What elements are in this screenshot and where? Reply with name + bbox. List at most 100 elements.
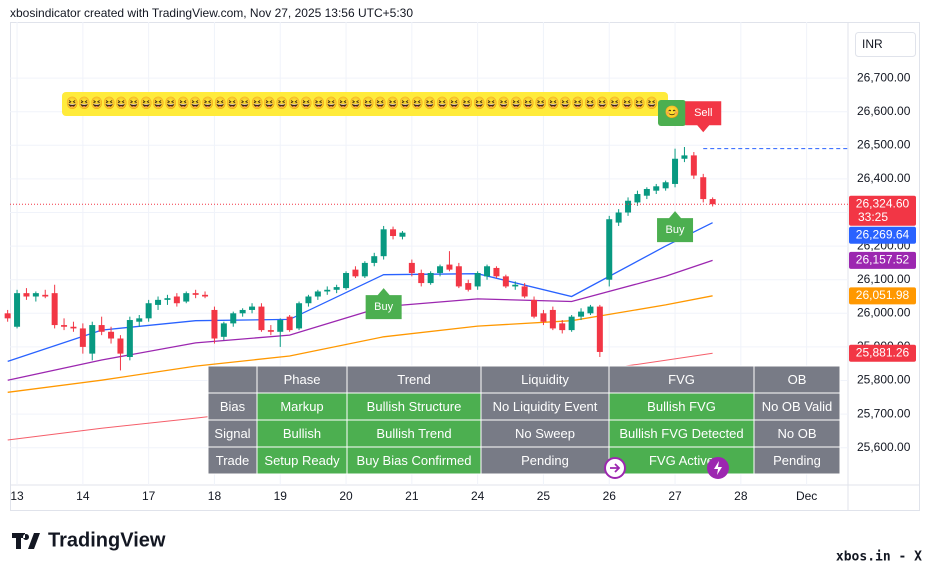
candle-body	[474, 272, 481, 287]
table-header: Liquidity	[521, 372, 569, 387]
candle-body	[653, 186, 660, 191]
price-badge-label: 26,157.52	[856, 253, 910, 267]
table-cell-bg	[608, 392, 755, 421]
table-cell-bg	[256, 446, 348, 475]
candle-body	[568, 316, 575, 331]
candle-body	[672, 158, 679, 184]
candle-body	[455, 266, 462, 287]
price-badge	[849, 251, 916, 269]
candle-body	[173, 296, 180, 304]
candle-body	[700, 177, 707, 200]
x-tick-label: Dec	[796, 489, 817, 503]
candle-body	[4, 313, 11, 319]
price-badge	[849, 195, 916, 226]
table-cell-bg	[480, 392, 610, 421]
table-header-bg	[256, 365, 348, 394]
y-tick-label: 26,400.00	[857, 171, 911, 185]
y-tick-label: 26,600.00	[857, 104, 911, 118]
candle-body	[446, 264, 453, 270]
y-tick-label: 25,700.00	[857, 406, 911, 420]
table-cell: Pending	[521, 453, 569, 468]
table-cell: Setup Ready	[264, 453, 340, 468]
candle-body	[324, 289, 331, 292]
price-badge	[849, 226, 916, 244]
table-cell: Markup	[280, 399, 323, 414]
candle-body	[286, 316, 293, 331]
table-cell-bg	[346, 446, 482, 475]
candle-body	[183, 293, 190, 302]
candle-body	[230, 313, 237, 324]
price-badge	[849, 287, 916, 305]
x-tick-label: 27	[668, 489, 682, 503]
candle-body	[465, 283, 472, 290]
candle-body	[70, 326, 77, 329]
candle-body	[625, 200, 632, 213]
candle-body	[596, 306, 603, 352]
candle-body	[634, 194, 641, 203]
candle-body	[352, 269, 359, 277]
y-tick-label: 26,000.00	[857, 305, 911, 319]
signal-marker	[657, 211, 694, 243]
x-tick-label: 18	[208, 489, 222, 503]
candle-body	[502, 276, 509, 287]
signal-marker	[365, 288, 402, 320]
candle-body	[79, 328, 86, 347]
table-cell: No Sweep	[515, 426, 575, 441]
x-tick-label: 21	[405, 489, 419, 503]
candle-body	[258, 306, 265, 331]
banner-icon: 😊	[665, 105, 680, 119]
candle-body	[89, 325, 96, 354]
table-header-bg	[753, 365, 841, 394]
table-cell: No OB	[777, 426, 816, 441]
credit: xbos.in - X	[836, 550, 922, 565]
ma-line	[7, 222, 713, 363]
y-tick-label: 25,600.00	[857, 440, 911, 454]
table-cell: Bullish FVG Detected	[619, 426, 743, 441]
table-row-label: Trade	[216, 453, 249, 468]
candle-body	[14, 293, 21, 327]
candle-body	[371, 256, 378, 263]
signal-label: Buy	[666, 224, 685, 236]
x-tick-label: 17	[142, 489, 156, 503]
table-cell-bg	[608, 419, 755, 448]
session-icon-glyph	[714, 461, 722, 475]
x-tick-label: 14	[76, 489, 90, 503]
candle-body	[277, 320, 284, 332]
table-cell-bg	[608, 446, 755, 475]
price-badge-label: 26,051.98	[856, 288, 910, 302]
candle-body	[61, 325, 68, 327]
candle-body	[427, 272, 434, 284]
candle-body	[662, 182, 669, 189]
x-tick-label: 19	[274, 489, 288, 503]
candle-body	[305, 296, 312, 304]
candle-body	[615, 212, 622, 223]
candle-body	[643, 188, 650, 196]
table-header: Trend	[397, 372, 430, 387]
candle-body	[296, 303, 303, 329]
candle-body	[549, 309, 556, 329]
candle-body	[136, 318, 143, 322]
candle-body	[587, 306, 594, 314]
table-row-label: Bias	[220, 399, 246, 414]
price-countdown: 33:25	[858, 210, 888, 224]
signal-marker	[685, 101, 722, 133]
candle-body	[690, 155, 697, 176]
candle-body	[418, 272, 425, 284]
currency-box[interactable]	[855, 32, 916, 57]
table-cell: No Liquidity Event	[493, 399, 598, 414]
currency: INR	[862, 37, 883, 51]
candle-body	[343, 272, 350, 289]
candle-body	[108, 331, 115, 339]
candle-body	[192, 293, 199, 295]
table-cell: Bullish Trend	[376, 426, 451, 441]
candle-body	[164, 298, 171, 300]
candle-body	[202, 294, 209, 297]
x-tick-label: 20	[339, 489, 353, 503]
table-cell: Pending	[773, 453, 821, 468]
table-cell-bg	[753, 419, 841, 448]
candle-body	[239, 309, 246, 314]
candle-body	[559, 323, 566, 331]
brand-logo	[12, 533, 40, 549]
x-tick-label: 24	[471, 489, 485, 503]
